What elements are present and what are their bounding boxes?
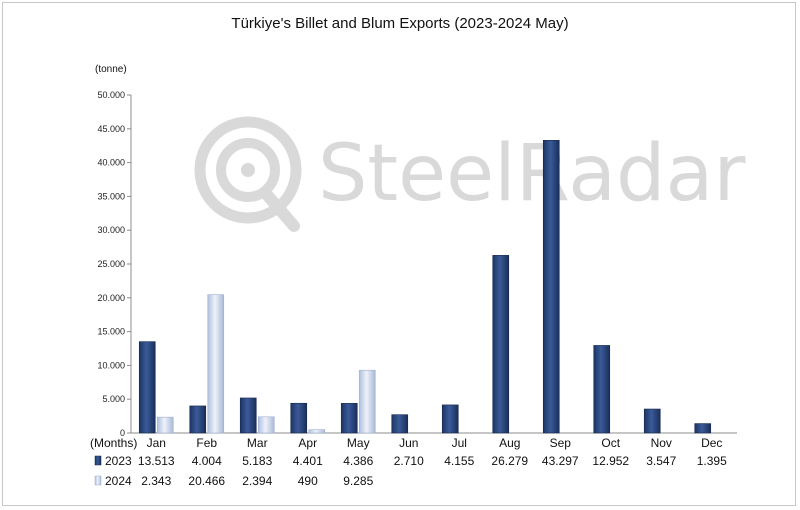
legend-swatch-2024 [94,475,102,486]
bar-2023-Jan [138,341,156,434]
bar-2023-Oct [593,345,611,434]
data-table-value: 2.394 [242,474,272,488]
bar-2024-Apr [308,429,326,434]
data-table-value: 2.343 [141,474,171,488]
data-table-value: 4.155 [444,454,474,468]
x-category-label: Jun [399,436,418,450]
x-category-label: Feb [196,436,217,450]
chart-title: Türkiye's Billet and Blum Exports (2023-… [231,15,568,32]
y-tick-label: 25.000 [97,259,125,269]
bar-2023-Jun [391,414,409,434]
y-tick-label: 50.000 [97,90,125,100]
x-category-label: Jan [147,436,166,450]
bar-2023-Mar [239,397,257,434]
data-table-value: 13.513 [138,454,175,468]
y-axis-unit: (tonne) [95,64,127,75]
data-table-value: 43.297 [542,454,579,468]
y-tick-label: 5.000 [102,394,125,404]
bar-2023-May [340,403,358,434]
y-tick-label: 0 [120,428,125,438]
data-table-value: 5.183 [242,454,272,468]
x-category-label: Dec [701,436,722,450]
x-category-label: Sep [550,436,572,450]
y-tick-label: 35.000 [97,191,125,201]
data-table-value: 1.395 [697,454,727,468]
bar-2023-Apr [290,402,308,434]
legend-swatch-2023 [94,455,102,466]
bar-2024-Jan [156,416,174,434]
y-tick-label: 10.000 [97,360,125,370]
x-category-label: Apr [298,436,317,450]
bar-2023-Dec [694,423,712,434]
data-table-value: 2.710 [394,454,424,468]
bar-2023-Nov [643,408,661,434]
data-table-value: 4.386 [343,454,373,468]
bar-2023-Aug [492,255,510,434]
radar-logo-icon [194,116,302,232]
bar-2024-Feb [207,294,225,434]
bar-2024-May [358,369,376,434]
x-category-label: Oct [601,436,620,450]
bar-2023-Feb [189,405,207,434]
legend-label: 2023 [105,454,132,468]
y-tick-label: 40.000 [97,158,125,168]
data-table-value: 4.401 [293,454,323,468]
data-table-value: 26.279 [491,454,528,468]
bar-2024-Mar [257,416,275,434]
bar-2023-Jul [441,404,459,434]
data-table-value: 20.466 [188,474,225,488]
watermark-text: SteelRadar [318,129,746,219]
x-category-label: Aug [499,436,520,450]
x-axis-label: (Months) [90,436,137,450]
x-category-label: Jul [452,436,467,450]
data-table-value: 4.004 [192,454,222,468]
bar-2023-Sep [542,140,560,434]
data-table-value: 12.952 [592,454,629,468]
x-category-label: Mar [247,436,268,450]
data-table-value: 9.285 [343,474,373,488]
y-tick-label: 20.000 [97,293,125,303]
x-category-label: Nov [651,436,672,450]
y-tick-label: 45.000 [97,124,125,134]
data-table-value: 3.547 [646,454,676,468]
y-tick-label: 30.000 [97,225,125,235]
x-category-label: May [347,436,370,450]
data-table-value: 490 [298,474,318,488]
y-tick-label: 15.000 [97,327,125,337]
legend-label: 2024 [105,474,132,488]
